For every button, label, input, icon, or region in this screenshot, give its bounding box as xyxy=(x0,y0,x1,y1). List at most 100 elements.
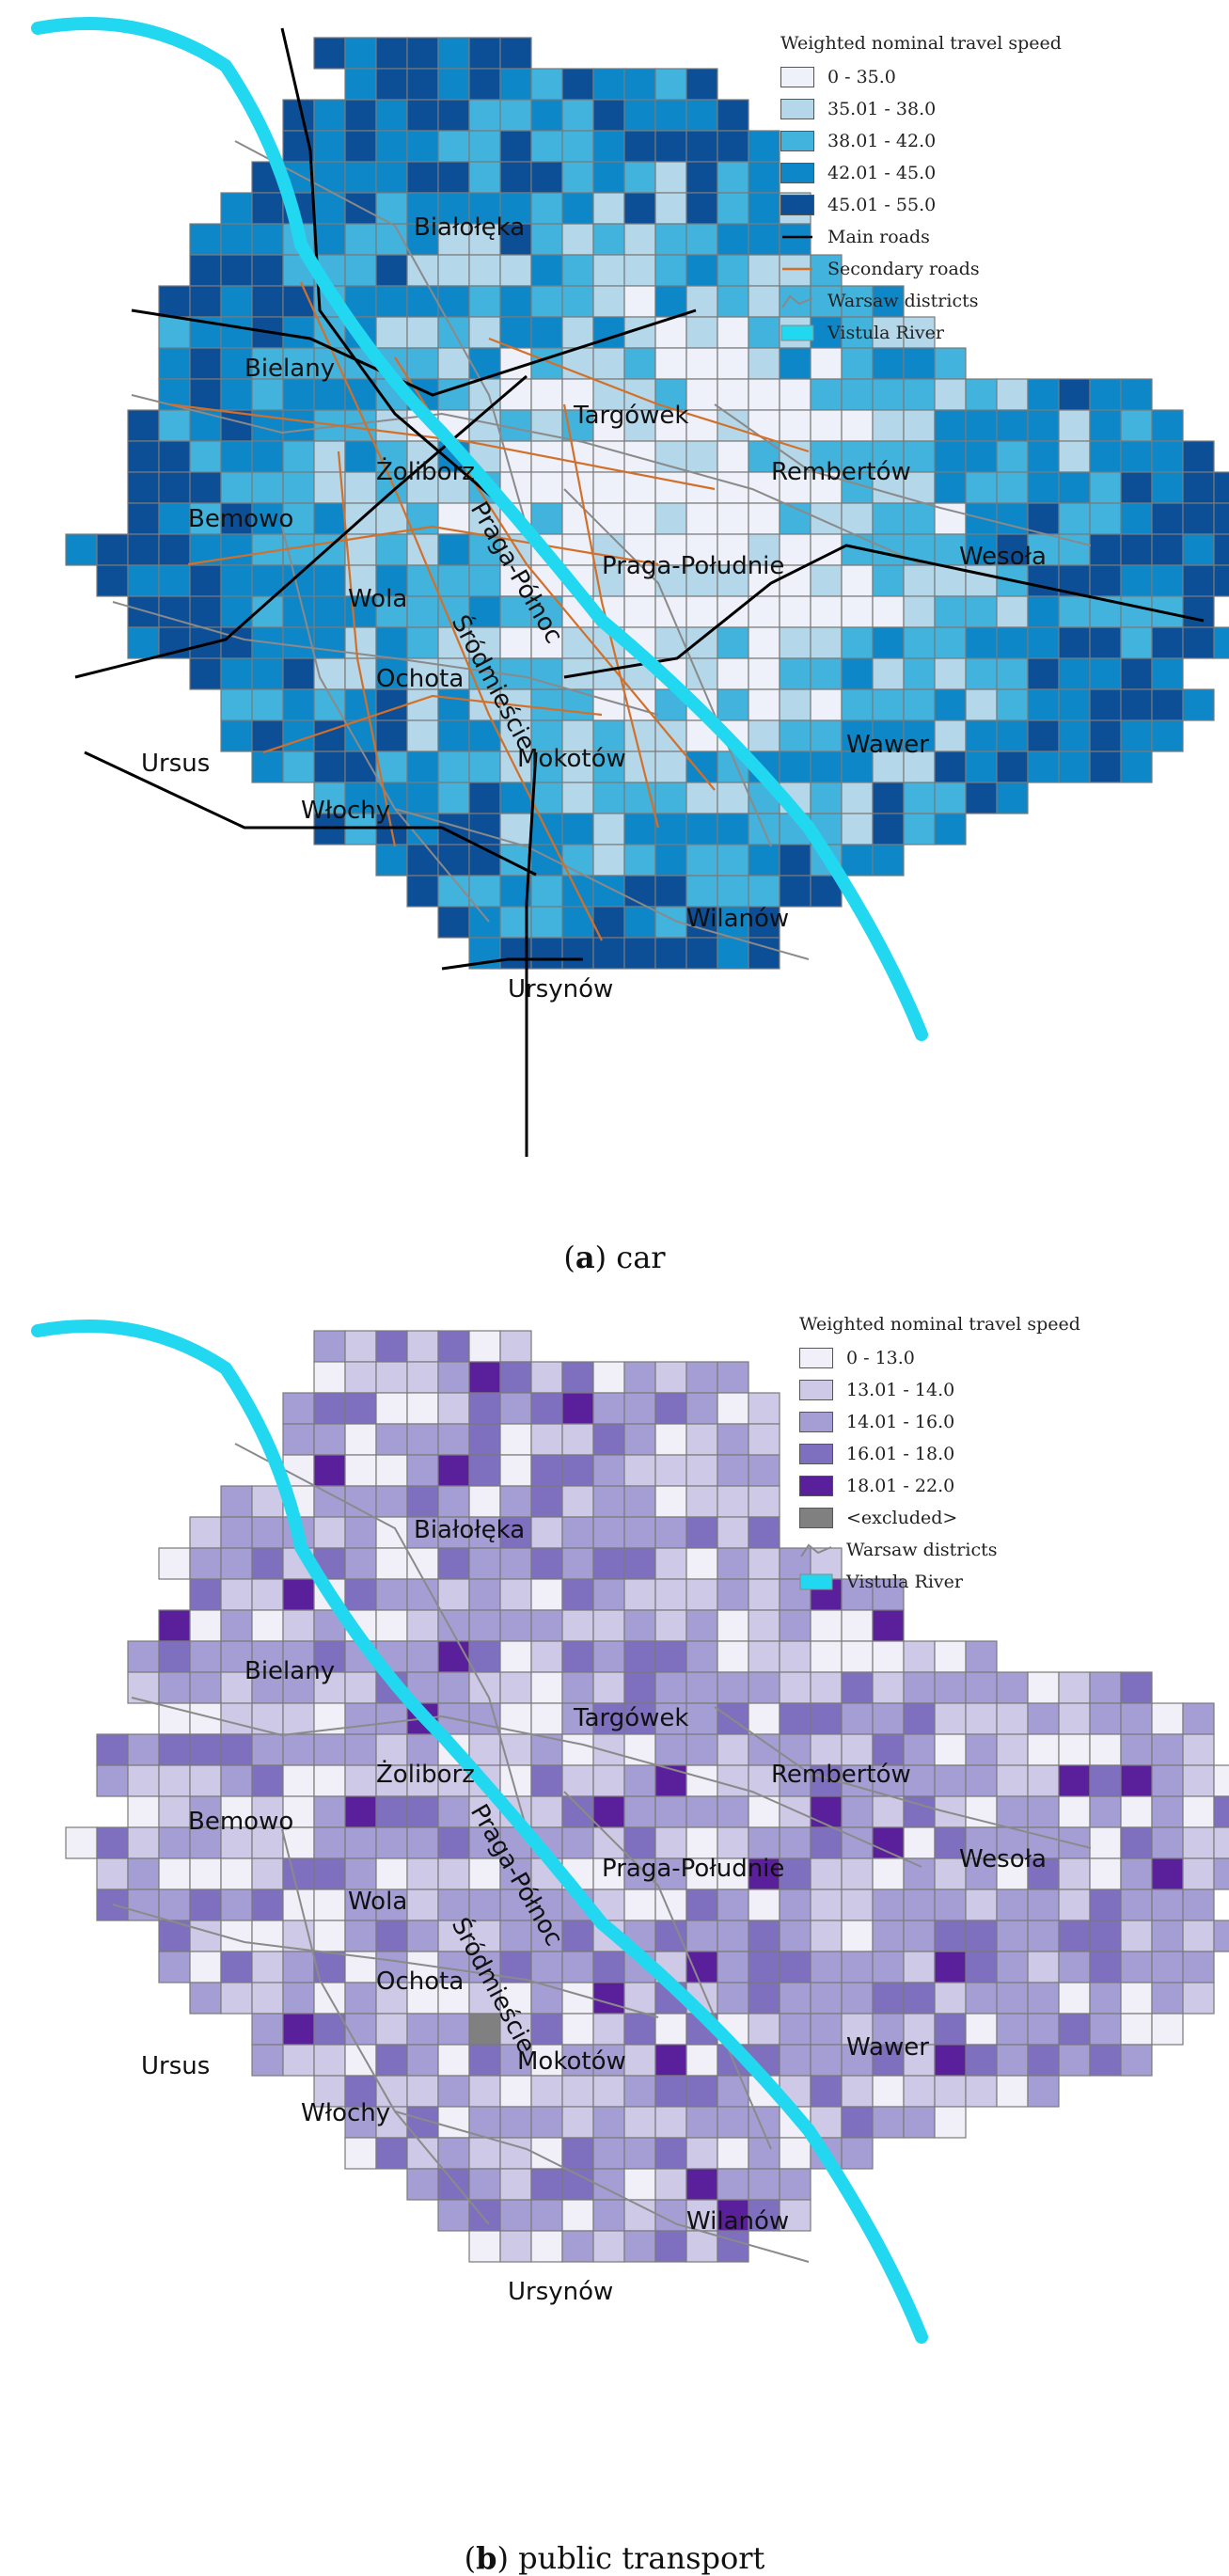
grid-cell xyxy=(872,1578,905,1611)
grid-cell xyxy=(1120,1795,1153,1828)
grid-cell xyxy=(810,1640,843,1673)
legend-label: Secondary roads xyxy=(827,259,980,279)
grid-cell xyxy=(1151,440,1184,473)
caption-car: (a) car xyxy=(563,1240,666,1275)
grid-cell xyxy=(468,1733,501,1766)
grid-cell xyxy=(282,409,315,442)
grid-cell xyxy=(468,1423,501,1456)
grid-cell xyxy=(903,564,936,597)
grid-cell xyxy=(1213,1795,1229,1828)
grid-cell xyxy=(748,844,780,877)
grid-cell xyxy=(965,719,998,752)
grid-cell xyxy=(996,1702,1029,1735)
district-label: Białołęka xyxy=(414,213,525,242)
grid-cell xyxy=(313,2044,346,2077)
grid-cell xyxy=(841,813,874,845)
grid-cell xyxy=(996,1671,1029,1704)
grid-cell xyxy=(965,1795,998,1828)
grid-cell xyxy=(158,1609,191,1642)
grid-cell xyxy=(1213,626,1229,659)
grid-cell xyxy=(1027,719,1060,752)
secondary-road xyxy=(488,337,810,453)
grid-cell xyxy=(96,533,129,566)
grid-cell xyxy=(934,813,967,845)
grid-cell xyxy=(344,1702,377,1735)
grid-cell xyxy=(468,1361,501,1394)
grid-cell xyxy=(623,440,656,473)
grid-cell xyxy=(282,1423,315,1456)
grid-cell xyxy=(437,688,470,721)
grid-cell xyxy=(1089,751,1122,783)
grid-cell xyxy=(965,1920,998,1952)
grid-cell xyxy=(996,1889,1029,1921)
grid-cell xyxy=(189,1764,222,1797)
grid-cell xyxy=(779,751,811,783)
grid-cell xyxy=(313,1392,346,1425)
grid-cell xyxy=(530,502,563,535)
grid-cell xyxy=(810,2013,843,2046)
grid-cell xyxy=(1089,1764,1122,1797)
grid-cell xyxy=(1027,471,1060,504)
grid-cell xyxy=(1027,1826,1060,1859)
grid-cell xyxy=(220,285,253,318)
grid-cell xyxy=(1182,1702,1215,1735)
caption-text: car xyxy=(616,1240,666,1275)
grid-cell xyxy=(1089,1826,1122,1859)
grid-cell xyxy=(934,1702,967,1735)
grid-cell xyxy=(810,719,843,752)
grid-cell xyxy=(623,1764,656,1797)
grid-cell xyxy=(220,533,253,566)
main-road xyxy=(441,957,583,971)
grid-cell xyxy=(903,1640,936,1673)
grid-cell xyxy=(717,2106,749,2139)
grid-cell xyxy=(561,254,594,287)
district-label: Wesoła xyxy=(959,543,1047,571)
grid-cell xyxy=(158,1640,191,1673)
district-label: Wilanów xyxy=(686,2207,789,2236)
grid-cell xyxy=(903,1889,936,1921)
grid-cell xyxy=(748,1982,780,2015)
grid-cell xyxy=(499,1361,532,1394)
grid-cell xyxy=(344,471,377,504)
grid-cell xyxy=(654,1485,687,1518)
grid-cell xyxy=(934,1640,967,1673)
grid-cell xyxy=(1058,1795,1091,1828)
grid-cell xyxy=(251,471,284,504)
grid-cell xyxy=(1027,533,1060,566)
grid-cell xyxy=(685,751,718,783)
grid-cell xyxy=(623,1485,656,1518)
grid-cell xyxy=(561,1609,594,1642)
grid-cell xyxy=(685,2168,718,2201)
grid-cell xyxy=(437,2106,470,2139)
grid-cell xyxy=(468,378,501,411)
grid-cell xyxy=(685,1516,718,1549)
grid-cell xyxy=(561,2106,594,2139)
grid-cell xyxy=(841,719,874,752)
grid-cell xyxy=(1058,471,1091,504)
legend-label: 16.01 - 18.0 xyxy=(846,1444,955,1464)
grid-cell xyxy=(189,409,222,442)
grid-cell xyxy=(189,1826,222,1859)
grid-cell xyxy=(127,1640,160,1673)
grid-cell xyxy=(375,316,408,349)
grid-cell xyxy=(468,1920,501,1952)
grid-cell xyxy=(748,626,780,659)
grid-cell xyxy=(1151,564,1184,597)
grid-cell xyxy=(748,1392,780,1425)
grid-cell xyxy=(934,657,967,690)
grid-cell xyxy=(127,1826,160,1859)
grid-cell xyxy=(685,161,718,194)
grid-cell xyxy=(685,2137,718,2170)
grid-cell xyxy=(375,1826,408,1859)
grid-cell xyxy=(530,68,563,101)
grid-cell xyxy=(592,1578,625,1611)
grid-cell xyxy=(406,161,439,194)
grid-cell xyxy=(934,1826,967,1859)
grid-cell xyxy=(592,130,625,163)
grid-cell xyxy=(499,130,532,163)
grid-cell xyxy=(810,1826,843,1859)
grid-cell xyxy=(313,564,346,597)
grid-cell xyxy=(1089,471,1122,504)
grid-cell xyxy=(623,99,656,132)
grid-cell xyxy=(685,1795,718,1828)
